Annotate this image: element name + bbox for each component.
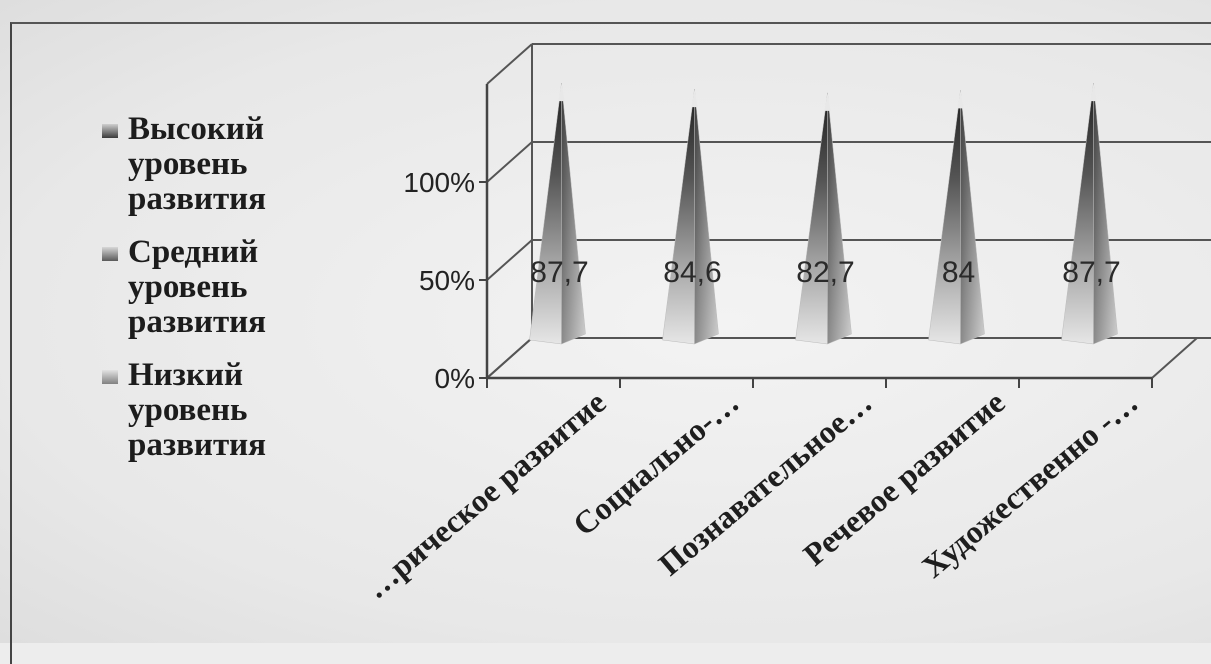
- gridline-side-2: [486, 141, 533, 183]
- legend-label-high-1: Высокий: [128, 111, 264, 147]
- scanned-page-background: [0, 0, 1211, 643]
- pyramid-face-front: [928, 90, 961, 345]
- pyramid-tip: [558, 83, 565, 102]
- pyramid-chart: 0% 50% 100% 87,7 84,6 82,7 84 87,7 …рическое раз…: [358, 43, 1211, 606]
- y-tick-label: 50%: [419, 265, 475, 296]
- legend-marker-low: [102, 370, 118, 384]
- gridline-side-3: [486, 43, 533, 85]
- pyramid-face-side: [960, 90, 985, 345]
- legend-item-medium: Средний уровень развития: [100, 235, 320, 340]
- legend-label-low-3: развития: [128, 427, 267, 463]
- gridline-side-0: [486, 337, 533, 379]
- pyramid-face-front: [662, 89, 695, 345]
- chart-labels: 0% 50% 100% 87,7 84,6 82,7 84 87,7 …рическое раз…: [358, 167, 1145, 606]
- pyramid-face-side: [827, 92, 852, 345]
- legend-label-medium-1: Средний: [128, 234, 259, 270]
- chart-pyramids: [529, 83, 1118, 345]
- legend-item-high: Высокий уровень развития: [100, 112, 320, 217]
- legend-label-low-2: уровень: [128, 392, 248, 428]
- gridline-side-1: [486, 239, 533, 281]
- data-label: 84,6: [663, 256, 721, 289]
- x-category-label: …рическое развитие: [358, 384, 613, 606]
- pyramid-face-side: [1093, 83, 1118, 345]
- legend-label-high-3: развития: [128, 181, 267, 217]
- x-category-label: Художественно -…: [915, 384, 1145, 585]
- data-label: 87,7: [1062, 256, 1120, 289]
- pyramid-face-side: [694, 89, 719, 345]
- pyramid-tip: [691, 89, 698, 108]
- legend-label-high-2: уровень: [128, 146, 248, 182]
- data-label: 87,7: [530, 256, 588, 289]
- data-label: 82,7: [796, 256, 854, 289]
- pyramid-face-front: [529, 83, 562, 345]
- legend-label-medium-2: уровень: [128, 269, 248, 305]
- chart-walls: [479, 43, 1211, 388]
- pyramid-bar: [1061, 83, 1118, 345]
- chart-legend: Высокий уровень развития Средний уровень…: [100, 112, 320, 481]
- legend-label-medium-3: развития: [128, 304, 267, 340]
- legend-label-low-1: Низкий: [128, 357, 243, 393]
- data-label: 84: [942, 256, 975, 289]
- y-tick-label: 0%: [435, 363, 475, 394]
- pyramid-tip: [957, 90, 964, 109]
- pyramid-bar: [795, 92, 852, 345]
- pyramid-bar: [529, 83, 586, 345]
- pyramid-face-front: [1061, 83, 1094, 345]
- pyramid-bar: [662, 89, 719, 345]
- legend-marker-medium: [102, 247, 118, 261]
- pyramid-tip: [824, 92, 831, 111]
- chart-frame: [10, 22, 1211, 664]
- legend-item-low: Низкий уровень развития: [100, 358, 320, 463]
- pyramid-bar: [928, 90, 985, 345]
- legend-marker-high: [102, 124, 118, 138]
- pyramid-tip: [1090, 83, 1097, 102]
- floor-right-edge: [1151, 337, 1198, 379]
- pyramid-face-side: [561, 83, 586, 345]
- pyramid-face-front: [795, 92, 828, 345]
- y-tick-label: 100%: [403, 167, 475, 198]
